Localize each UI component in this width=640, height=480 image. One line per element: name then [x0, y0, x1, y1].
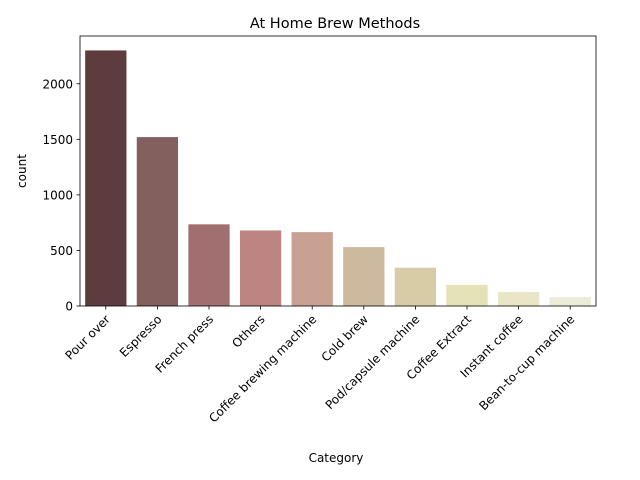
bar-espresso [136, 137, 179, 306]
x-tick-label: Pour over [63, 312, 113, 362]
bar-french-press [188, 224, 230, 306]
bar-coffee-brewing-machine [291, 232, 333, 306]
bar-coffee-extract [446, 284, 488, 306]
y-tick-label: 0 [65, 300, 73, 314]
bars-group [85, 50, 591, 306]
y-tick-label: 1500 [42, 133, 73, 147]
bar-instant-coffee [497, 292, 540, 306]
y-axis-label: count [15, 154, 29, 188]
bar-bean-to-cup-machine [549, 297, 591, 306]
x-tick-label: Cold brew [319, 312, 371, 364]
x-tick-label: Coffee brewing machine [206, 312, 319, 425]
x-tick-label: Others [229, 312, 267, 350]
bar-others [239, 230, 282, 306]
x-axis-label: Category [309, 451, 364, 465]
x-tick-label: Espresso [117, 312, 165, 360]
y-axis: 0 500 1000 1500 2000 [42, 77, 80, 314]
bar-cold-brew [343, 247, 385, 306]
bar-pour-over [85, 50, 127, 306]
bar-pod-capsule-machine [394, 267, 437, 306]
plot-frame [79, 35, 597, 307]
chart-title: At Home Brew Methods [250, 16, 420, 32]
x-tick-label: Pod/capsule machine [323, 312, 423, 412]
y-tick-label: 500 [50, 244, 73, 258]
x-tick-label: Bean-to-cup machine [476, 312, 577, 413]
y-tick-label: 2000 [42, 77, 73, 91]
y-tick-label: 1000 [42, 188, 73, 202]
